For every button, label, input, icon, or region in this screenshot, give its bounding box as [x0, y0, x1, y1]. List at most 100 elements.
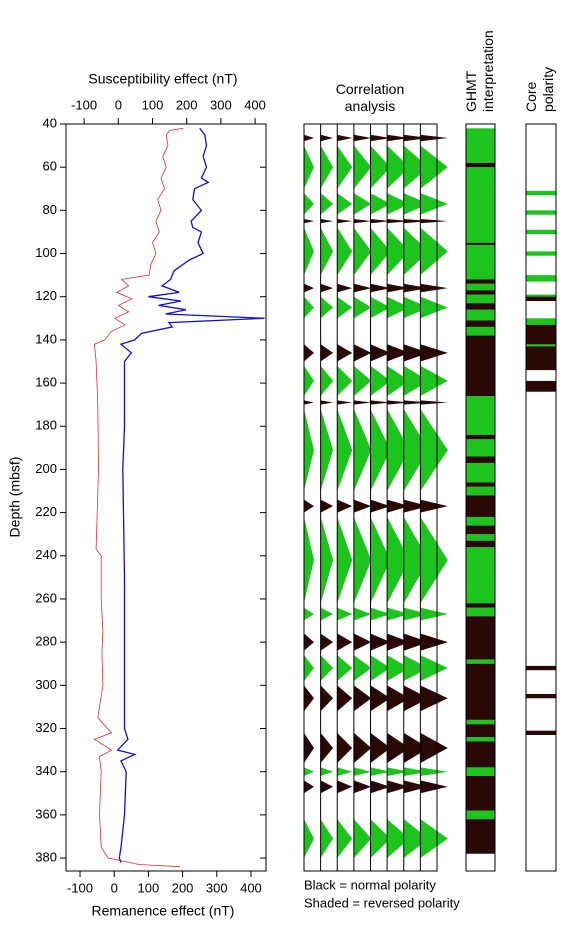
panel-title: Corepolarity	[523, 67, 556, 112]
x-tick-label: 300	[206, 880, 228, 895]
correlation-fill	[320, 516, 334, 604]
correlation-fill	[304, 655, 314, 682]
correlation-fill	[304, 400, 314, 405]
correlation-fill	[320, 655, 334, 682]
polarity-band	[466, 456, 495, 463]
y-tick-label: 280	[35, 634, 57, 649]
polarity-band	[526, 275, 556, 282]
y-tick-label: 120	[35, 288, 57, 303]
correlation-fill	[337, 193, 353, 215]
polarity-band	[466, 495, 495, 517]
correlation-fill	[320, 408, 334, 492]
polarity-band	[466, 776, 495, 811]
polarity-band	[466, 616, 495, 660]
correlation-fill	[403, 819, 429, 859]
correlation-fill	[337, 134, 353, 142]
correlation-fill	[387, 296, 410, 319]
polarity-band	[466, 303, 495, 310]
polarity-band	[526, 229, 556, 235]
polarity-band	[466, 294, 495, 304]
correlation-fill	[370, 819, 391, 859]
correlation-fill	[353, 145, 372, 189]
x-tick-label: 400	[240, 880, 262, 895]
correlation-fill	[420, 607, 448, 621]
correlation-fill	[403, 145, 429, 189]
polarity-band	[466, 283, 495, 291]
correlation-fill	[370, 767, 391, 777]
y-tick-label: 260	[35, 590, 57, 605]
polarity-band	[466, 128, 495, 163]
correlation-fill	[304, 499, 314, 513]
y-tick-label: 300	[35, 677, 57, 692]
correlation-fill	[320, 227, 334, 276]
correlation-fill	[387, 193, 410, 215]
correlation-fill	[403, 218, 429, 224]
polarity-band	[526, 380, 556, 392]
correlation-fill	[337, 218, 353, 224]
correlation-fill	[337, 283, 353, 293]
correlation-fill	[420, 516, 448, 604]
correlation-fill	[320, 819, 334, 859]
panel-title: GHMTinterpretation	[463, 30, 496, 112]
correlation-fill	[403, 655, 429, 682]
y-tick-label: 320	[35, 720, 57, 735]
polarity-band	[466, 767, 495, 777]
correlation-fill	[387, 134, 410, 142]
correlation-fill	[370, 655, 391, 682]
y-tick-label: 200	[35, 461, 57, 476]
polarity-band	[466, 724, 495, 738]
correlation-fill	[387, 767, 410, 777]
y-tick-label: 100	[35, 245, 57, 260]
polarity-band	[526, 693, 556, 699]
correlation-fill	[304, 516, 314, 604]
correlation-fill	[304, 408, 314, 492]
correlation-fill	[387, 516, 410, 604]
polarity-band	[466, 603, 495, 608]
polarity-band	[466, 309, 495, 321]
correlation-fill	[353, 767, 372, 777]
y-label: Depth (mbsf)	[7, 457, 23, 538]
correlation-fill	[353, 685, 372, 712]
correlation-fill	[403, 633, 429, 651]
y-tick-label: 60	[43, 159, 57, 174]
log-curve	[93, 127, 184, 868]
polarity-band	[526, 318, 556, 325]
panel-frame	[525, 123, 557, 872]
correlation-fill	[387, 819, 410, 859]
polarity-band	[466, 242, 495, 245]
correlation-fill	[304, 218, 314, 224]
correlation-fill	[337, 685, 353, 712]
correlation-fill	[370, 227, 391, 276]
x2-tick-label: -100	[71, 97, 97, 112]
correlation-fill	[353, 732, 372, 764]
x2-tick-label: 300	[210, 97, 232, 112]
correlation-fill	[420, 193, 448, 215]
correlation-fill	[403, 780, 429, 794]
polarity-band	[526, 665, 556, 671]
correlation-fill	[304, 685, 314, 712]
correlation-fill	[403, 400, 429, 405]
correlation-fill	[304, 780, 314, 794]
correlation-fill	[420, 296, 448, 319]
correlation-fill	[387, 780, 410, 794]
y-tick-label: 220	[35, 504, 57, 519]
log-curve	[116, 127, 265, 863]
y-tick-label: 340	[35, 763, 57, 778]
correlation-fill	[420, 344, 448, 362]
correlation-fill	[403, 408, 429, 492]
correlation-fill	[320, 400, 334, 405]
panel-frame	[465, 123, 496, 872]
correlation-fill	[337, 365, 353, 397]
correlation-fill	[420, 780, 448, 794]
correlation-fill	[320, 365, 334, 397]
correlation-fill	[304, 145, 314, 189]
polarity-band	[466, 516, 495, 526]
polarity-band	[466, 482, 495, 487]
correlation-fill	[353, 780, 372, 794]
correlation-fill	[370, 607, 391, 621]
correlation-fill	[353, 516, 372, 604]
polarity-band	[466, 320, 495, 327]
correlation-fill	[304, 767, 314, 777]
correlation-fill	[353, 296, 372, 319]
